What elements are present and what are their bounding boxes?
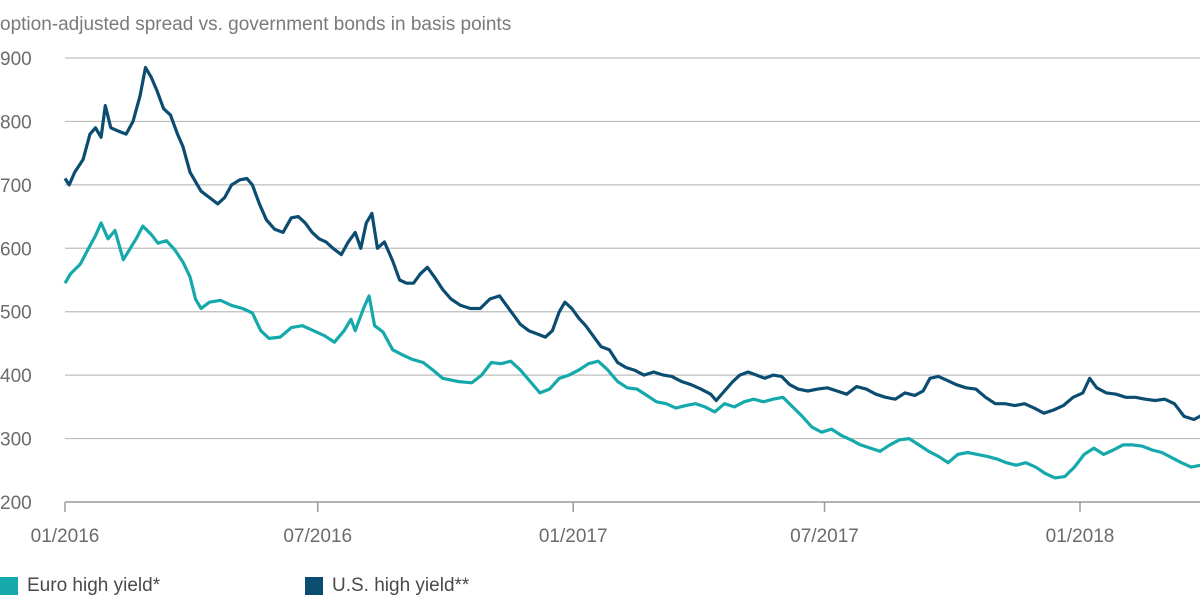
- series-lines: [63, 65, 1200, 480]
- y-tick-label: 500: [0, 303, 32, 324]
- x-tick-label: 01/2016: [31, 526, 100, 547]
- y-tick-label: 300: [0, 430, 32, 451]
- grid-lines: [65, 57, 1200, 440]
- y-tick-label: 600: [0, 239, 32, 260]
- legend-swatch-us: [305, 577, 323, 595]
- y-tick-label: 700: [0, 176, 32, 197]
- legend-label-euro: Euro high yield*: [27, 575, 161, 596]
- x-tick-label: 07/2016: [283, 526, 352, 547]
- series-line-us-high-yield: [63, 65, 1200, 422]
- legend-item-euro-high-yield: Euro high yield*: [0, 575, 160, 597]
- y-axis-tick-labels: 200 300 400 500 600 700 800 900: [0, 49, 32, 514]
- legend-label-us: U.S. high yield**: [332, 575, 470, 596]
- y-tick-label: 900: [0, 49, 32, 70]
- series-line-euro-high-yield: [63, 221, 1200, 480]
- legend-item-us-high-yield: U.S. high yield**: [305, 575, 469, 597]
- x-tick-label: 01/2018: [1046, 526, 1115, 547]
- y-tick-label: 200: [0, 493, 32, 514]
- chart-title: option-adjusted spread vs. government bo…: [0, 14, 512, 35]
- x-axis: [64, 501, 1200, 512]
- y-tick-label: 400: [0, 366, 32, 387]
- y-tick-label: 800: [0, 112, 32, 133]
- x-tick-label: 01/2017: [539, 526, 608, 547]
- x-axis-tick-labels: 01/2016 07/2016 01/2017 07/2017 01/2018: [31, 526, 1115, 547]
- x-tick-label: 07/2017: [790, 526, 859, 547]
- legend-swatch-euro: [0, 577, 18, 595]
